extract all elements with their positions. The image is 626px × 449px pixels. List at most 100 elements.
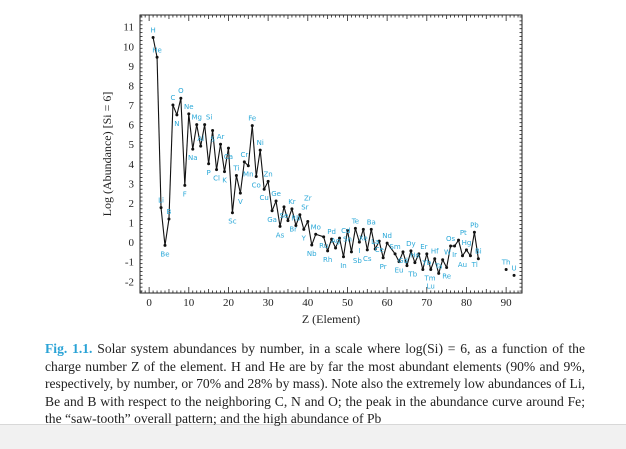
data-point-N — [175, 113, 179, 117]
y-tick-label: 1 — [129, 218, 135, 230]
series-segment — [208, 130, 214, 164]
series-segment — [323, 236, 329, 252]
element-label: Cd — [341, 227, 350, 235]
data-point-Cd — [338, 236, 342, 240]
element-label: Li — [158, 197, 164, 205]
element-label: Cr — [240, 151, 248, 159]
element-label: Sm — [389, 243, 400, 251]
series-segment — [386, 242, 396, 255]
data-point-B — [167, 217, 171, 221]
data-point-Ar — [219, 142, 223, 146]
data-point-O — [179, 96, 183, 100]
data-point-Ti — [234, 174, 238, 178]
element-label: Au — [458, 261, 467, 269]
data-point-Ne — [187, 112, 191, 116]
x-tick-label: 10 — [183, 297, 195, 309]
data-point-Os — [449, 244, 453, 248]
element-label: Ca — [224, 153, 233, 161]
data-point-Hg — [464, 248, 468, 252]
element-label: H — [150, 27, 155, 35]
series-segment — [331, 238, 337, 249]
data-point-Nb — [310, 243, 314, 247]
series-segment — [410, 250, 416, 263]
data-point-Ce — [377, 239, 381, 243]
series-segment — [438, 259, 444, 274]
element-label: Na — [188, 154, 198, 162]
data-point-Cl — [215, 168, 219, 172]
element-label: Y — [301, 234, 307, 242]
data-series — [151, 36, 516, 277]
element-label: Be — [160, 250, 169, 258]
element-label: Se — [280, 212, 289, 220]
element-label: Bi — [475, 248, 482, 256]
y-tick-label: 7 — [129, 100, 135, 112]
data-point-U — [512, 273, 516, 277]
series-segment — [366, 229, 372, 251]
data-point-Sr — [298, 213, 302, 217]
element-label: Eu — [395, 267, 404, 275]
element-label: As — [276, 231, 285, 239]
element-label: Zr — [304, 195, 312, 203]
data-point-In — [341, 255, 345, 259]
data-point-Co — [254, 175, 258, 179]
data-point-He — [155, 55, 159, 59]
data-point-Sb — [349, 250, 353, 254]
series-segment — [414, 253, 420, 263]
element-label: Pd — [327, 228, 336, 236]
series-segment — [350, 228, 356, 252]
data-point-Na — [191, 147, 195, 151]
x-tick-label: 30 — [263, 297, 275, 309]
data-point-Eu — [397, 260, 401, 264]
element-label: Os — [446, 235, 456, 243]
data-point-Ta — [437, 271, 441, 275]
series-segment — [239, 161, 245, 194]
series-segment — [255, 150, 261, 177]
element-label: Mo — [311, 223, 321, 231]
element-label: Ne — [184, 103, 194, 111]
series-segment — [457, 240, 464, 256]
element-label: Mg — [191, 114, 201, 122]
data-point-Er — [417, 252, 421, 256]
figure-label: Fig. 1.1. — [45, 341, 93, 356]
data-point-Ag — [334, 246, 338, 250]
element-label: Zn — [264, 170, 273, 178]
series-segment — [327, 238, 333, 252]
y-tick-label: 8 — [129, 80, 135, 92]
series-segment — [259, 150, 265, 190]
element-label: O — [178, 87, 184, 95]
element-label: K — [222, 177, 227, 185]
element-label: Yb — [421, 259, 431, 267]
series-segment — [192, 124, 198, 150]
data-point-Tb — [405, 264, 409, 268]
element-label: U — [512, 264, 517, 272]
data-point-Pd — [330, 237, 334, 241]
data-point-Kr — [290, 207, 294, 211]
data-point-La — [373, 247, 377, 251]
element-label: S — [210, 136, 215, 144]
series-segment — [402, 251, 408, 266]
series-segment — [434, 258, 440, 274]
x-tick-label: 80 — [461, 297, 473, 309]
y-tick-label: 3 — [129, 178, 135, 190]
element-label: Th — [501, 259, 511, 267]
axes: 0 10 20 30 40 50 60 70 80 90 -2 -1 0 1 2 3 4 5 6 7 8 9 10 11 — [123, 15, 523, 309]
data-point-Pt — [457, 238, 461, 242]
data-point-Ir — [453, 244, 457, 248]
element-label: Tm — [424, 275, 436, 283]
element-label: C — [170, 94, 175, 102]
series-segment — [378, 240, 384, 258]
series-segment — [216, 144, 222, 170]
data-point-Tl — [468, 254, 472, 258]
series-segment — [160, 207, 166, 246]
y-tick-label: 2 — [129, 198, 135, 210]
element-label: Sr — [301, 204, 308, 212]
data-point-Br — [286, 219, 290, 223]
caption-text: Solar system abundances by number, in a … — [45, 341, 585, 427]
data-point-Pr — [381, 256, 385, 260]
data-point-Mg — [195, 123, 199, 127]
data-point-Ba — [369, 227, 373, 231]
x-axis-label: Z (Element) — [302, 312, 360, 326]
y-tick-label: 11 — [123, 22, 134, 34]
series-segment — [311, 234, 317, 246]
data-point-Ga — [270, 209, 274, 213]
